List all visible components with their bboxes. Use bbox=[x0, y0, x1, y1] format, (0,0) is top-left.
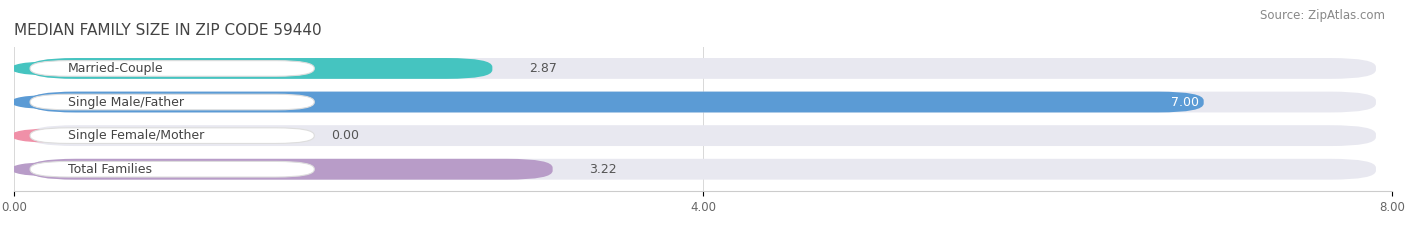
Text: 7.00: 7.00 bbox=[1171, 96, 1199, 109]
Text: Total Families: Total Families bbox=[67, 163, 152, 176]
FancyBboxPatch shape bbox=[30, 58, 1376, 79]
FancyBboxPatch shape bbox=[30, 128, 315, 144]
Circle shape bbox=[11, 62, 73, 74]
FancyBboxPatch shape bbox=[30, 125, 1376, 146]
FancyBboxPatch shape bbox=[30, 61, 315, 76]
FancyBboxPatch shape bbox=[30, 94, 315, 110]
FancyBboxPatch shape bbox=[30, 58, 492, 79]
FancyBboxPatch shape bbox=[30, 92, 1204, 113]
FancyBboxPatch shape bbox=[30, 159, 1376, 180]
FancyBboxPatch shape bbox=[30, 161, 315, 177]
Text: Married-Couple: Married-Couple bbox=[67, 62, 163, 75]
Text: 0.00: 0.00 bbox=[332, 129, 360, 142]
Text: Source: ZipAtlas.com: Source: ZipAtlas.com bbox=[1260, 9, 1385, 22]
Circle shape bbox=[11, 96, 73, 108]
FancyBboxPatch shape bbox=[30, 159, 553, 180]
Text: Single Female/Mother: Single Female/Mother bbox=[67, 129, 204, 142]
Text: MEDIAN FAMILY SIZE IN ZIP CODE 59440: MEDIAN FAMILY SIZE IN ZIP CODE 59440 bbox=[14, 24, 322, 38]
FancyBboxPatch shape bbox=[30, 92, 1376, 113]
Circle shape bbox=[11, 163, 73, 175]
Circle shape bbox=[11, 130, 73, 142]
Text: 2.87: 2.87 bbox=[529, 62, 557, 75]
Text: 3.22: 3.22 bbox=[589, 163, 617, 176]
Text: Single Male/Father: Single Male/Father bbox=[67, 96, 184, 109]
